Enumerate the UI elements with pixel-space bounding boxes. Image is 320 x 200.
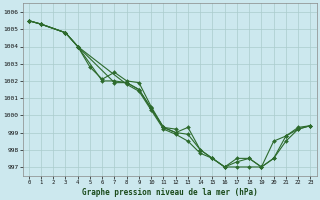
X-axis label: Graphe pression niveau de la mer (hPa): Graphe pression niveau de la mer (hPa)	[82, 188, 258, 197]
